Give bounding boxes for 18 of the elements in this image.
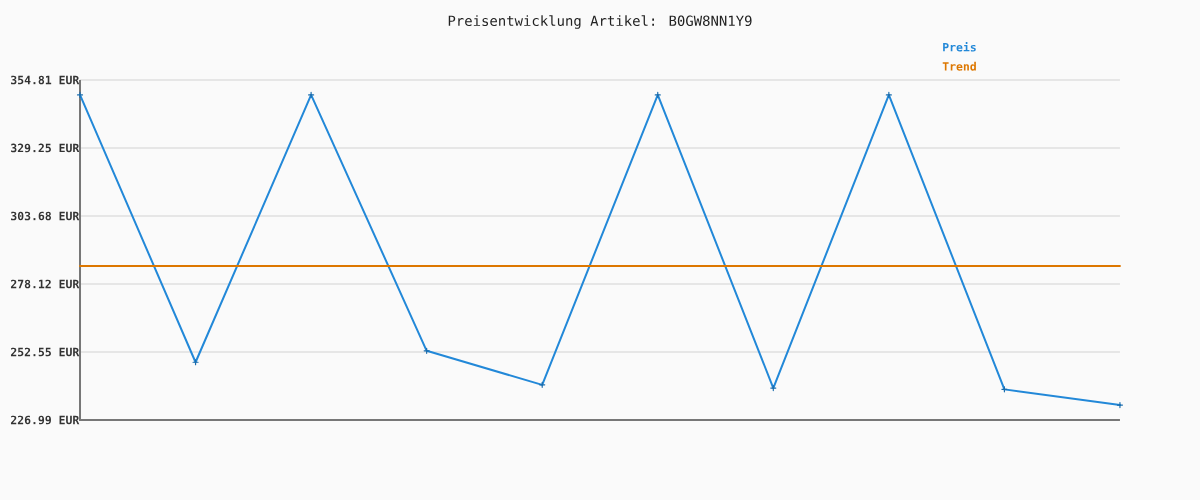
text: Preis: [943, 42, 976, 52]
chart-title: Preisentwicklung Artikel: B0GW8NN1Y9: [448, 15, 752, 29]
point: [308, 91, 315, 99]
y-tick-label: 354.81 EUR: [11, 75, 80, 85]
point: [654, 91, 661, 99]
point: [885, 91, 892, 99]
text: Trend: [942, 61, 976, 71]
point: [770, 384, 777, 392]
point: [192, 359, 199, 366]
point: [423, 347, 430, 354]
y-tick-label: 226.99 EUR: [10, 415, 80, 425]
y-tick-label: 303.68 EUR: [11, 211, 80, 221]
y-tick-label: 252.55 EUR: [10, 347, 80, 357]
point: [539, 381, 546, 388]
y-tick-label: 278.12 EUR: [10, 279, 80, 289]
y-tick-label: 329.25 EUR: [11, 143, 80, 153]
point: [1001, 386, 1008, 393]
point: [1116, 401, 1124, 409]
